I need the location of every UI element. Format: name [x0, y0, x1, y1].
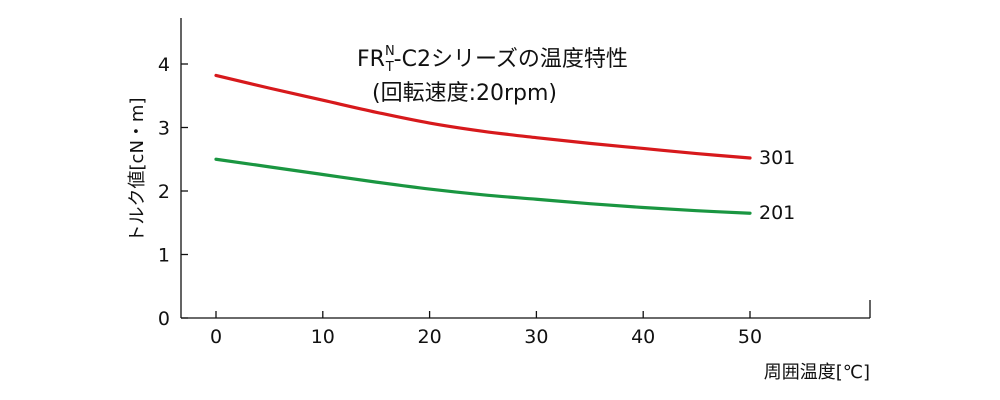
- series-line-201: [214, 157, 752, 215]
- series-line-301: [214, 73, 752, 160]
- x-tick-label: 0: [210, 326, 222, 348]
- series-layer: 301 201: [214, 73, 795, 224]
- chart-title: FRN T-C2シリーズの温度特性: [357, 44, 628, 75]
- chart-subtitle: (回転速度:20rpm): [372, 81, 557, 106]
- x-tick-label: 40: [631, 326, 655, 348]
- x-axis-title: 周囲温度[℃]: [764, 362, 870, 383]
- x-tick-label: 20: [418, 326, 442, 348]
- x-tick-label: 50: [738, 326, 762, 348]
- y-tick-label: 4: [158, 54, 170, 76]
- series-label-301: 301: [759, 147, 795, 169]
- y-ticks: 0 1 2 3 4: [158, 54, 188, 330]
- chart-title-main: FR: [357, 47, 385, 72]
- x-tick-label: 30: [524, 326, 548, 348]
- y-tick-label: 0: [158, 308, 170, 330]
- x-tick-label: 10: [311, 326, 335, 348]
- chart-title-subscript: T: [385, 60, 394, 75]
- x-ticks: 0 10 20 30 40 50: [210, 311, 762, 348]
- series-label-201: 201: [759, 202, 795, 224]
- y-tick-label: 3: [158, 118, 170, 140]
- chart-title-rest: -C2シリーズの温度特性: [394, 47, 628, 72]
- chart-title-superscript: N: [385, 44, 395, 59]
- y-tick-label: 1: [158, 245, 170, 267]
- y-tick-label: 2: [158, 181, 170, 203]
- y-axis-title: トルク値[cN・m]: [127, 98, 148, 243]
